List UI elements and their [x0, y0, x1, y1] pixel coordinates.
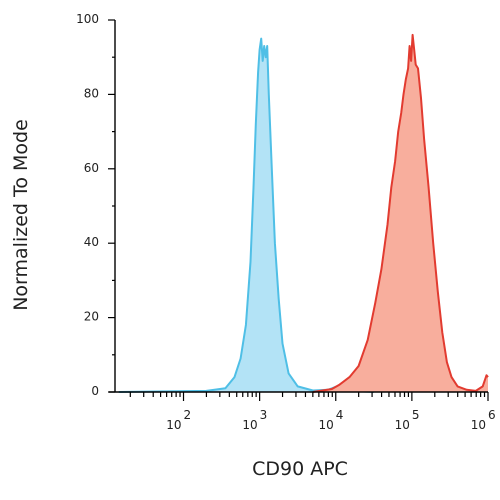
y-axis-title: Normalized To Mode — [10, 119, 32, 311]
x-tick-label: 102 — [166, 408, 191, 432]
x-tick-exp: 2 — [184, 408, 192, 422]
x-tick-label: 104 — [318, 408, 343, 432]
y-tick-label: 80 — [84, 86, 99, 100]
x-tick-exp: 3 — [260, 408, 268, 422]
series-1-fill — [312, 34, 488, 393]
y-tick-label: 0 — [91, 384, 99, 398]
x-tick-exp: 6 — [488, 408, 496, 422]
x-tick-base: 10 — [395, 418, 410, 432]
y-tick-label: 40 — [84, 235, 99, 249]
y-tick-label: 60 — [84, 161, 99, 175]
series-0-fill — [118, 38, 374, 392]
x-tick-base: 10 — [242, 418, 257, 432]
y-tick-label: 20 — [84, 310, 99, 324]
x-tick-base: 10 — [471, 418, 486, 432]
x-tick-exp: 4 — [336, 408, 344, 422]
series-layer — [118, 33, 489, 393]
x-tick-label: 103 — [242, 408, 267, 432]
x-tick-base: 10 — [166, 418, 181, 432]
y-tick-label: 100 — [76, 12, 99, 26]
x-tick-exp: 5 — [412, 408, 420, 422]
x-tick-label: 105 — [395, 408, 420, 432]
series-1-line — [312, 33, 489, 393]
x-axis-title: CD90 APC — [252, 458, 348, 480]
x-tick-base: 10 — [318, 418, 333, 432]
x-tick-label: 106 — [471, 408, 496, 432]
